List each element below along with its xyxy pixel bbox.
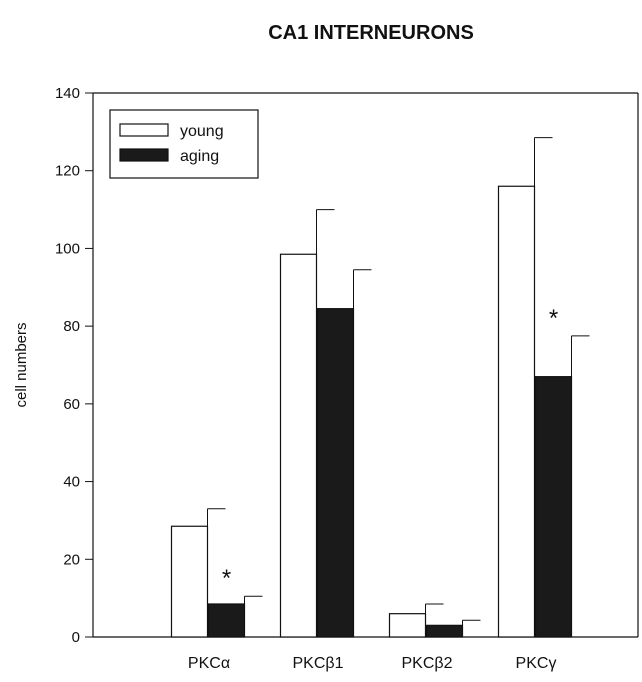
legend-box — [109, 109, 259, 179]
x-category-label-pkcalpha: PKCα — [188, 655, 230, 672]
bar-aging-pkcbeta2 — [425, 624, 464, 638]
y-ticks: 0 20 40 60 80 100 120 140 — [55, 85, 93, 646]
bar-young-pkcalpha — [170, 525, 209, 638]
y-tick-label-120: 120 — [55, 163, 80, 180]
bar-aging-pkcalpha — [207, 603, 246, 638]
error-bars — [207, 137, 590, 626]
legend: young aging — [109, 109, 259, 179]
y-tick-label-60: 60 — [63, 396, 80, 413]
x-category-labels: PKCα PKCβ1 PKCβ2 PKCγ — [188, 655, 557, 672]
significance-marker-pkcgamma: * — [549, 305, 558, 332]
y-tick-label-80: 80 — [63, 318, 80, 335]
significance-marker-pkcalpha: * — [222, 565, 231, 592]
significance-markers: ** — [222, 305, 558, 592]
y-tick-label-40: 40 — [63, 474, 80, 491]
legend-swatch-young — [119, 123, 169, 137]
legend-label-aging: aging — [180, 148, 219, 165]
y-tick-label-20: 20 — [63, 551, 80, 568]
y-tick-label-0: 0 — [72, 629, 80, 646]
bars — [170, 185, 573, 638]
bar-young-pkcgamma — [497, 185, 536, 638]
bar-aging-pkcgamma — [534, 376, 573, 638]
x-category-label-pkcbeta1: PKCβ1 — [293, 655, 344, 672]
chart-title: CA1 INTERNEURONS — [268, 22, 474, 44]
x-category-label-pkcgamma: PKCγ — [516, 655, 557, 672]
y-tick-label-100: 100 — [55, 240, 80, 257]
y-tick-label-140: 140 — [55, 85, 80, 102]
bar-young-pkcbeta2 — [388, 613, 427, 638]
legend-label-young: young — [180, 123, 224, 140]
y-axis-label: cell numbers — [13, 322, 30, 407]
bar-young-pkcbeta1 — [279, 253, 318, 638]
legend-swatch-aging — [119, 148, 169, 162]
bar-aging-pkcbeta1 — [316, 308, 355, 638]
x-category-label-pkcbeta2: PKCβ2 — [402, 655, 453, 672]
